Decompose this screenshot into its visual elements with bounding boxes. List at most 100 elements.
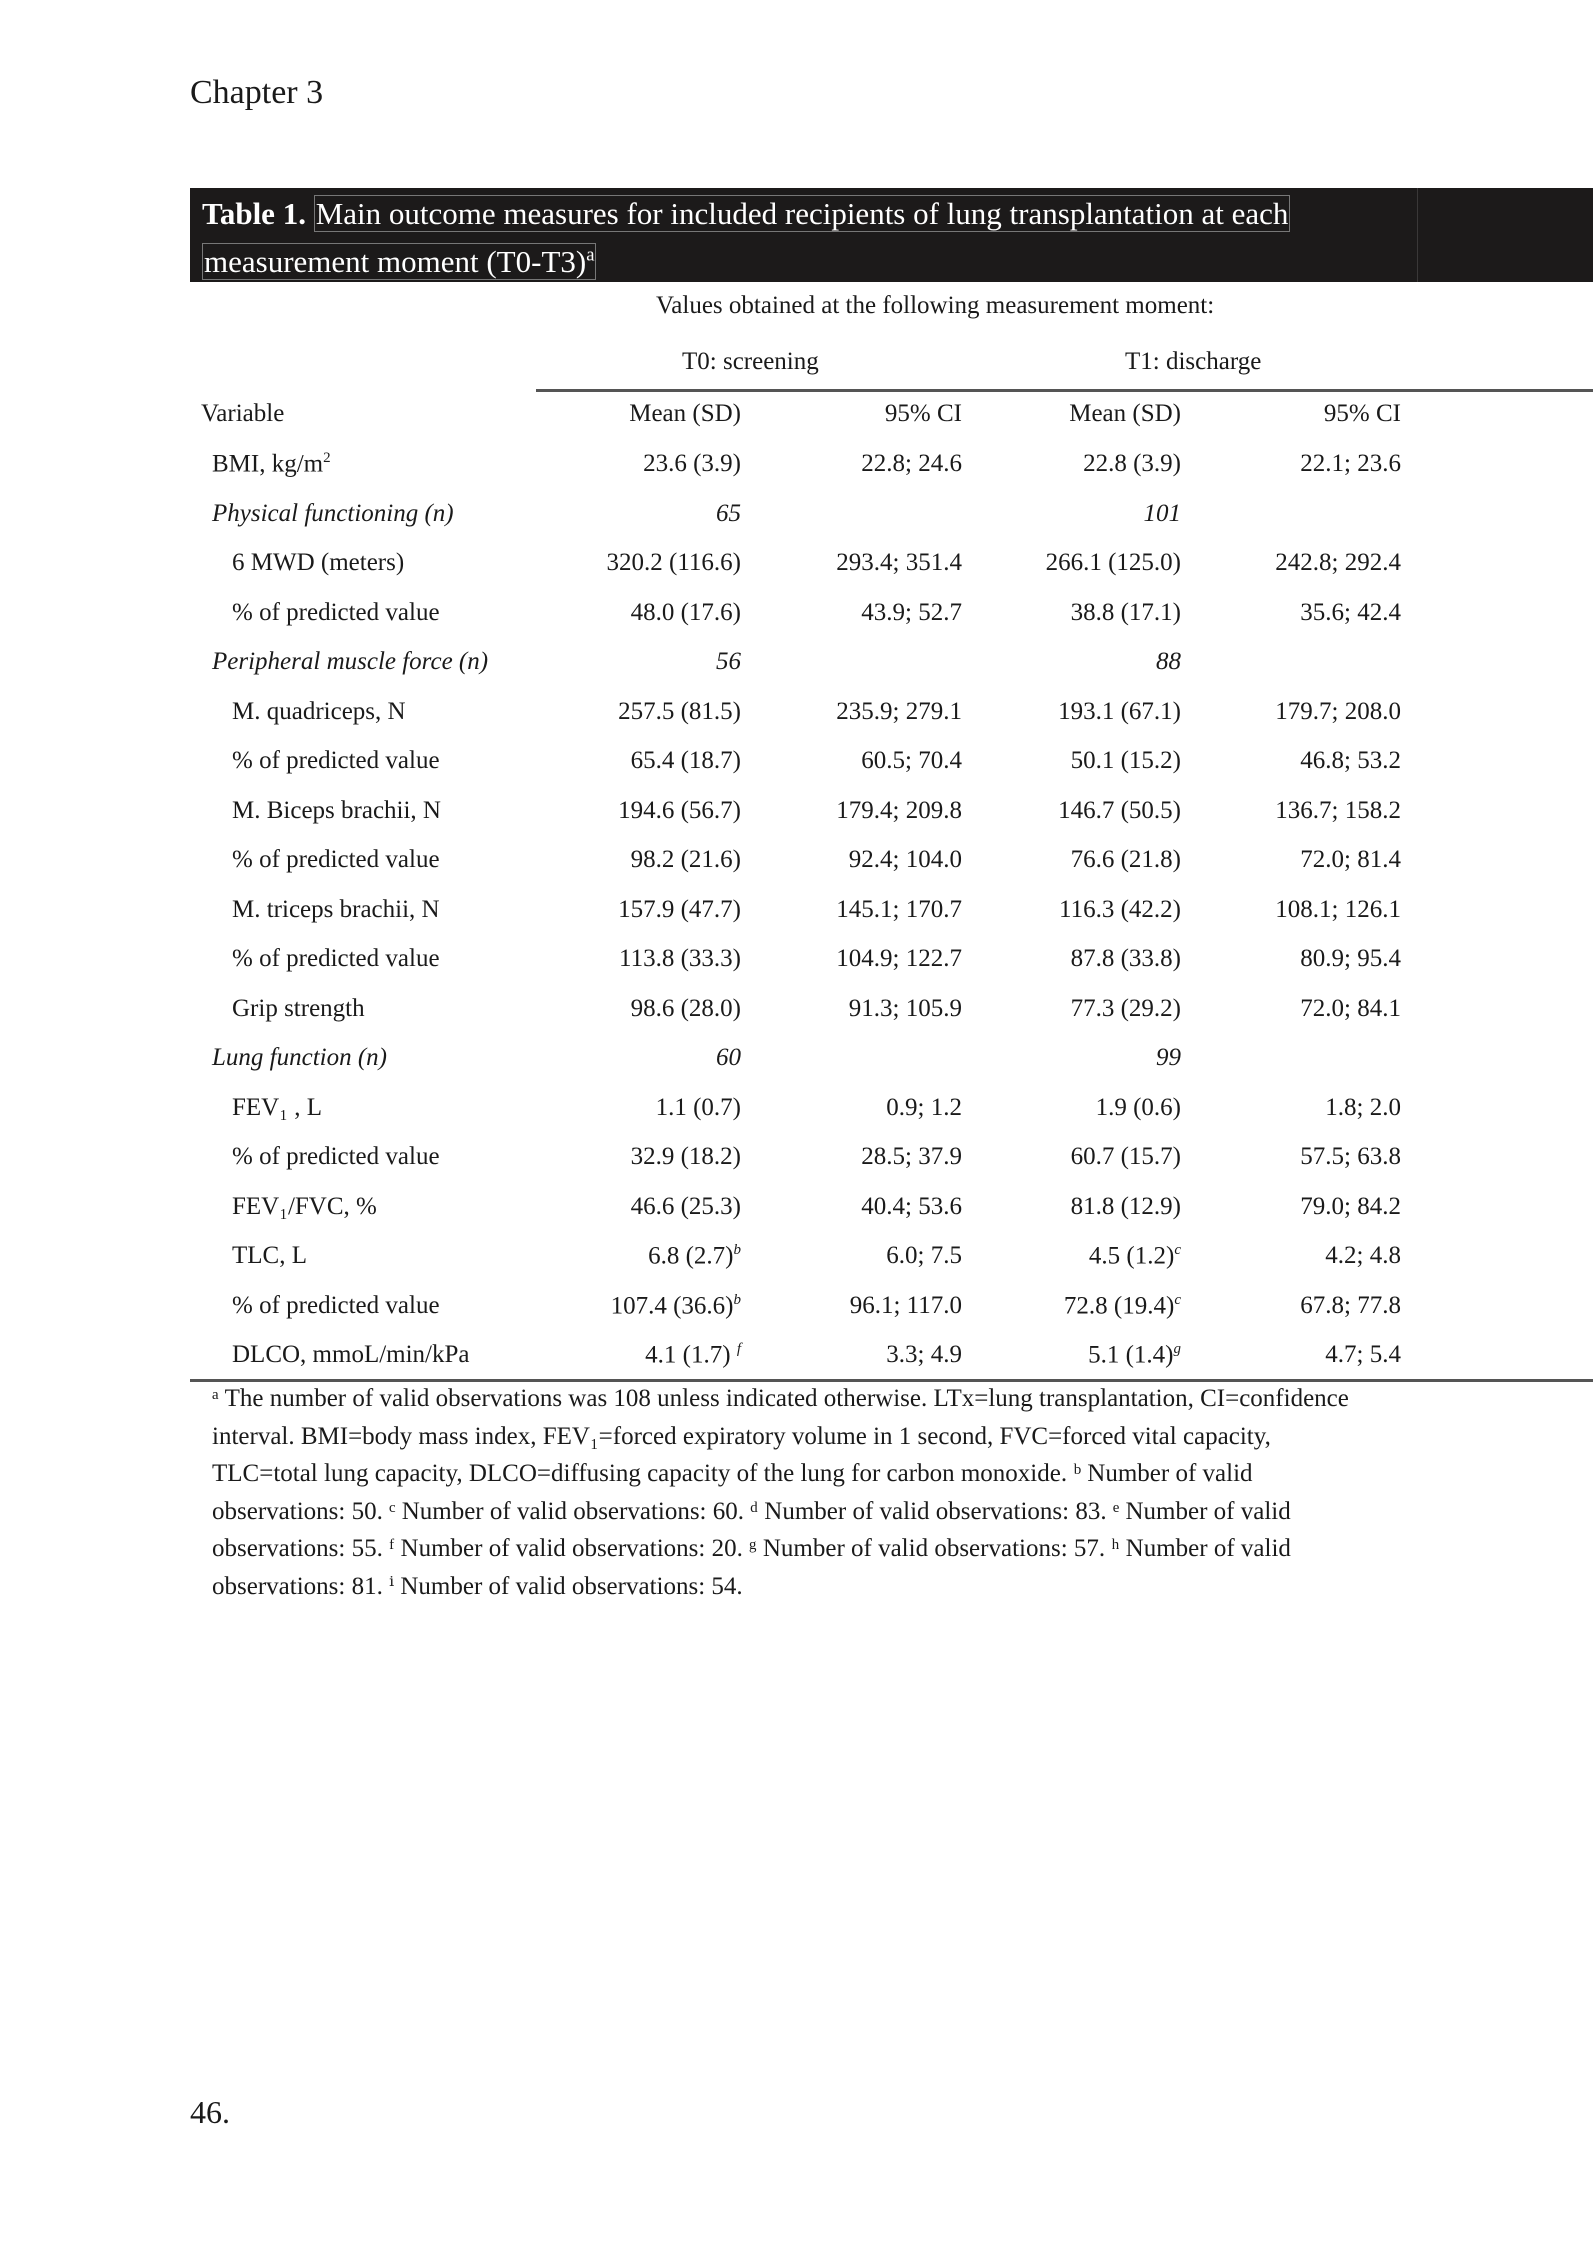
table-cell: 87.8 (33.8)	[1071, 945, 1181, 973]
table-cell: 98.6 (28.0)	[631, 995, 741, 1023]
row-label-text: BMI, kg/m	[212, 450, 324, 478]
cell-value: 23.6 (3.9)	[643, 450, 741, 477]
cell-value: 98.2 (21.6)	[630, 846, 741, 873]
cell-value: 35.6; 42.4	[1300, 598, 1401, 626]
col-t0-ci: 95% CI	[884, 400, 962, 427]
row-label: % of predicted value	[232, 846, 440, 874]
row-label: FEV₁/FVC, %	[232, 1193, 377, 1221]
table-cell: 76.6 (21.8)	[1071, 846, 1181, 874]
footnote: ᵃ The number of valid observations was 1…	[212, 1385, 1349, 1600]
table-row: % of predicted value 107.4 (36.6)b 96.1; 1…	[0, 1292, 1593, 1341]
cell-value: 4.1 (1.7)	[645, 1341, 737, 1369]
cell-value: 145.1; 170.7	[836, 895, 962, 923]
header-rule	[536, 389, 1593, 392]
table-cell: 88	[1156, 648, 1181, 676]
row-label-text: 6 MWD (meters)	[232, 549, 405, 576]
table-cell: 96.1; 117.0	[850, 1292, 962, 1320]
table-row: % of predicted value 65.4 (18.7) 60.5; 70.…	[0, 747, 1593, 796]
cell-value: 179.7; 208.0	[1275, 697, 1401, 725]
table-cell: 92.4; 104.0	[849, 846, 962, 874]
table-cell: 23.6 (3.9)	[643, 450, 741, 478]
table-cell: 38.8 (17.1)	[1071, 599, 1181, 627]
table-cell: 3.3; 4.9	[886, 1341, 962, 1369]
table-cell: 146.7 (50.5)	[1058, 797, 1181, 825]
cell-value: 0.9; 1.2	[886, 1093, 962, 1121]
table-row: FEV₁/FVC, % 46.6 (25.3) 40.4; 53.6 81.8 (12…	[0, 1193, 1593, 1242]
table-cell: 6.0; 7.5	[886, 1242, 962, 1270]
cell-value: 72.0; 84.1	[1300, 994, 1401, 1022]
row-label: Grip strength	[232, 995, 365, 1023]
row-label-text: % of predicted value	[232, 945, 440, 972]
footnote-marker: g	[1173, 1341, 1182, 1357]
cell-value: 88	[1156, 648, 1181, 675]
cell-value: 92.4; 104.0	[848, 846, 962, 873]
footnote-marker: a	[586, 245, 595, 266]
table-cell: 22.8; 24.6	[861, 450, 962, 478]
cell-value: 91.3; 105.9	[848, 994, 962, 1022]
cell-value: 43.9; 52.7	[861, 598, 962, 626]
row-label-text: Lung function (n)	[212, 1044, 387, 1071]
cell-value: 257.5 (81.5)	[618, 697, 741, 725]
table-cell: 1.1 (0.7)	[656, 1094, 741, 1122]
row-label: DLCO, mmoL/min/kPa	[232, 1341, 470, 1369]
table-bottom-rule	[190, 1379, 1593, 1382]
cell-value: 46.8; 53.2	[1300, 747, 1401, 774]
cell-value: 76.6 (21.8)	[1070, 846, 1181, 873]
row-label-text: % of predicted value	[232, 1291, 440, 1319]
cell-value: 193.1 (67.1)	[1058, 697, 1181, 725]
row-label: M. triceps brachii, N	[232, 896, 440, 924]
cell-value: 38.8 (17.1)	[1070, 598, 1181, 626]
footnote-marker: f	[736, 1341, 741, 1357]
table-cell: 91.3; 105.9	[849, 995, 962, 1023]
cell-value: 40.4; 53.6	[861, 1192, 962, 1220]
table-cell: 136.7; 158.2	[1275, 797, 1401, 825]
cell-value: 293.4; 351.4	[836, 549, 962, 576]
row-label-text: % of predicted value	[232, 1143, 440, 1170]
row-label: BMI, kg/m2	[212, 450, 331, 478]
cell-value: 80.9; 95.4	[1300, 945, 1401, 972]
cell-value: 72.8 (19.4)	[1063, 1291, 1175, 1319]
row-label-text: % of predicted value	[232, 598, 440, 626]
cell-value: 179.4; 209.8	[836, 796, 962, 824]
row-label: TLC, L	[232, 1242, 307, 1270]
row-label: M. quadriceps, N	[232, 698, 406, 726]
span-header: Values obtained at the following measure…	[656, 292, 1215, 319]
table-cell: 67.8; 77.8	[1300, 1292, 1401, 1320]
table-cell: 1.8; 2.0	[1325, 1094, 1401, 1122]
table-label: Table 1.	[202, 196, 306, 231]
table-cell: 65	[716, 500, 741, 528]
cell-value: 194.6 (56.7)	[618, 796, 741, 824]
cell-value: 1.9 (0.6)	[1095, 1093, 1181, 1121]
table-cell: 157.9 (47.7)	[618, 896, 741, 924]
table-cell: 257.5 (81.5)	[618, 698, 741, 726]
table-row: FEV₁ , L 1.1 (0.7) 0.9; 1.2 1.9 (0.6) 1.8; 2…	[0, 1094, 1593, 1143]
cell-value: 320.2 (116.6)	[606, 549, 741, 576]
table-row: M. Biceps brachii, N 194.6 (56.7) 179.4; 2…	[0, 797, 1593, 846]
table-cell: 48.0 (17.6)	[631, 599, 741, 627]
row-label-text: FEV₁ , L	[232, 1093, 322, 1121]
cell-value: 104.9; 122.7	[836, 945, 962, 972]
row-label: 6 MWD (meters)	[232, 549, 404, 577]
cell-value: 65	[716, 499, 741, 527]
cell-value: 48.0 (17.6)	[630, 598, 741, 626]
col-variable: Variable	[201, 400, 285, 427]
column-header-row: Variable Mean (SD) 95% CI Mean (SD) 95% …	[0, 400, 1593, 449]
cell-value: 65.4 (18.7)	[630, 747, 741, 774]
row-label: FEV₁ , L	[232, 1094, 322, 1122]
row-label: % of predicted value	[232, 945, 440, 973]
footnote-marker: b	[733, 1242, 742, 1258]
table-cell: 28.5; 37.9	[861, 1143, 962, 1171]
row-label-text: M. Biceps brachii, N	[232, 796, 441, 824]
table-cell: 4.2; 4.8	[1325, 1242, 1401, 1270]
table-cell: 116.3 (42.2)	[1059, 896, 1181, 924]
table-cell: 108.1; 126.1	[1275, 896, 1401, 924]
row-label-text: M. quadriceps, N	[232, 697, 406, 725]
table-row: BMI, kg/m2 23.6 (3.9) 22.8; 24.6 22.8 (3.9)…	[0, 450, 1593, 499]
table-cell: 79.0; 84.2	[1300, 1193, 1401, 1221]
cell-value: 22.8; 24.6	[861, 450, 962, 477]
cell-value: 4.2; 4.8	[1325, 1242, 1401, 1269]
group-header-t0: T0: screening	[682, 348, 819, 375]
footnote-marker: c	[1174, 1242, 1181, 1258]
table-cell: 60.7 (15.7)	[1071, 1143, 1181, 1171]
table-cell: 77.3 (29.2)	[1071, 995, 1181, 1023]
